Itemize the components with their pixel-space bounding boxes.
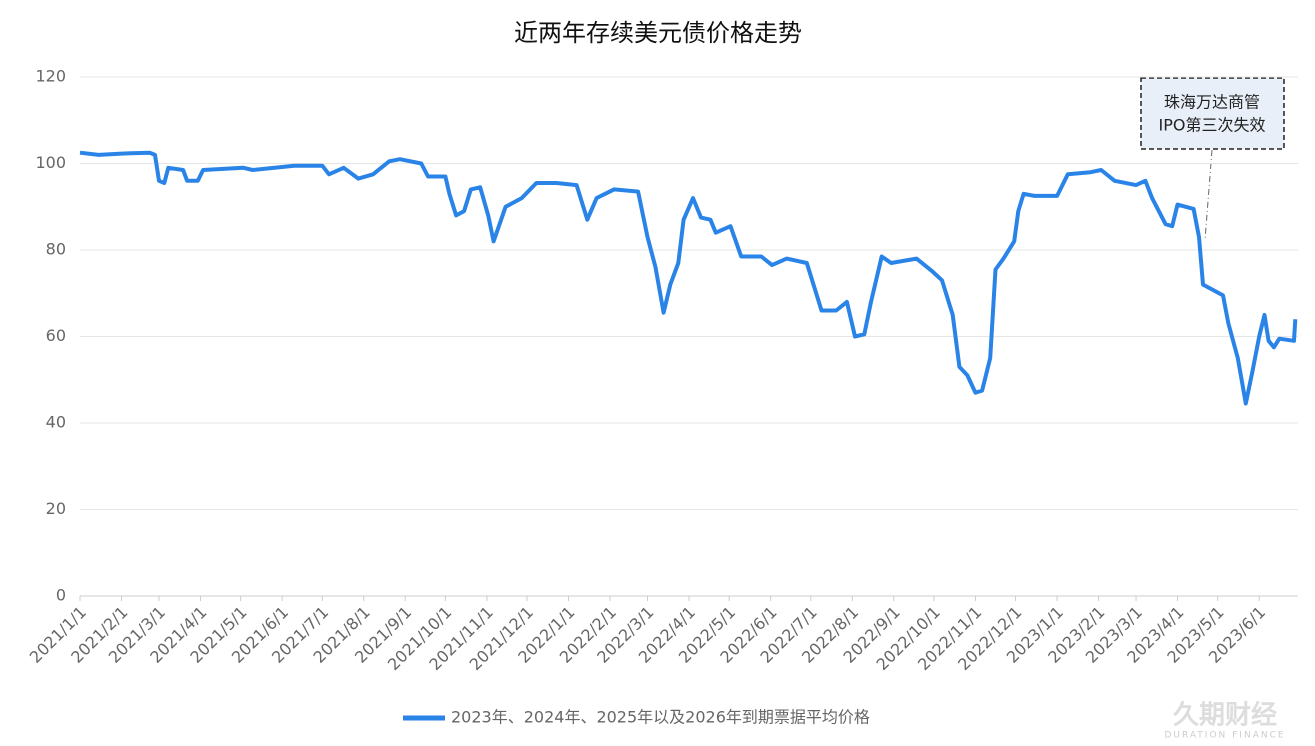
y-tick-label: 0 bbox=[56, 586, 66, 605]
y-tick-label: 20 bbox=[46, 499, 66, 518]
annotation-text: IPO第三次失效 bbox=[1159, 116, 1266, 135]
line bbox=[79, 150, 1298, 406]
annotation-box bbox=[1140, 77, 1285, 150]
y-tick-label: 100 bbox=[35, 153, 66, 172]
annotation-text: 珠海万达商管 bbox=[1164, 93, 1260, 112]
y-tick-label: 60 bbox=[46, 326, 66, 345]
y-tick-label: 120 bbox=[35, 67, 66, 86]
legend-label: 2023年、2024年、2025年以及2026年到期票据平均价格 bbox=[451, 708, 870, 727]
y-tick-label: 40 bbox=[46, 413, 66, 432]
chart-title: 近两年存续美元债价格走势 bbox=[514, 19, 802, 47]
y-tick-label: 80 bbox=[46, 240, 66, 259]
annotation-leader bbox=[1204, 149, 1213, 241]
watermark: 久期财经 bbox=[1173, 700, 1277, 731]
watermark: DURATION FINANCE bbox=[1164, 731, 1285, 741]
